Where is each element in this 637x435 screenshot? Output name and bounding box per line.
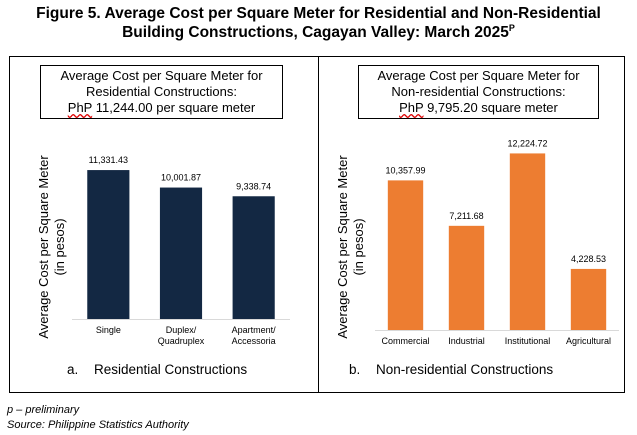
nonresidential-bar [570, 268, 607, 330]
residential-category-label: Single [96, 325, 121, 335]
figure-title-line1: Figure 5. Average Cost per Square Meter … [36, 5, 601, 22]
nonresidential-summary-value: 9,795.20 square meter [423, 100, 558, 115]
figure-title-line2-wrap: Building Constructions, Cagayan Valley: … [0, 23, 637, 42]
nonresidential-y-axis-label: Average Cost per Square Meter(in pesos) [335, 155, 366, 339]
residential-y-axis-label-line1: Average Cost per Square Meter [36, 155, 51, 339]
nonresidential-summary-line2: Non-residential Constructions: [391, 84, 566, 99]
nonresidential-data-label: 10,357.99 [385, 165, 425, 175]
nonresidential-bar [387, 180, 424, 330]
nonresidential-summary-box: Average Cost per Square Meter for Non-re… [358, 65, 599, 119]
preliminary-marker: P [508, 22, 515, 33]
nonresidential-category-label: Institutional [505, 336, 551, 346]
residential-summary-box: Average Cost per Square Meter for Reside… [40, 65, 283, 119]
residential-y-axis-label: Average Cost per Square Meter(in pesos) [36, 155, 67, 339]
residential-summary-line1: Average Cost per Square Meter for [60, 68, 263, 83]
residential-bar [232, 196, 275, 319]
figure-title: Figure 5. Average Cost per Square Meter … [0, 4, 637, 42]
figure-frame: Average Cost per Square Meter(in pesos) 1… [9, 56, 625, 393]
nonresidential-category-label: Commercial [381, 336, 429, 346]
nonresidential-bar [509, 153, 546, 330]
residential-data-label: 9,338.74 [236, 181, 271, 191]
residential-caption-num: a. [67, 362, 79, 377]
residential-caption-text: Residential Constructions [94, 362, 248, 377]
residential-summary-line3: PhP 11,244.00 per square meter [45, 100, 278, 116]
nonresidential-summary-line1: Average Cost per Square Meter for [377, 68, 580, 83]
residential-currency: PhP [67, 100, 93, 115]
residential-chart: Average Cost per Square Meter(in pesos) 1… [36, 155, 290, 346]
nonresidential-y-axis-label-line2: (in pesos) [351, 218, 366, 275]
residential-caption: a. Residential Constructions [67, 362, 247, 377]
residential-y-axis-label-line2: (in pesos) [52, 218, 67, 275]
residential-panel: Average Cost per Square Meter(in pesos) 1… [10, 57, 318, 392]
residential-category-label: Duplex/ [166, 325, 197, 335]
residential-category-label: Apartment/ [232, 325, 277, 335]
figure-title-line2: Building Constructions, Cagayan Valley: … [122, 24, 509, 41]
nonresidential-category-label: Agricultural [566, 336, 611, 346]
residential-summary-value: 11,244.00 per square meter [92, 100, 256, 115]
residential-summary-line2: Residential Constructions: [85, 84, 238, 99]
nonresidential-data-label: 7,211.68 [449, 211, 483, 221]
nonresidential-caption-num: b. [349, 362, 361, 377]
residential-data-label: 10,001.87 [161, 173, 201, 183]
nonresidential-caption-text: Non-residential Constructions [376, 362, 554, 377]
residential-category-label: Quadruplex [158, 336, 205, 346]
nonresidential-data-label: 12,224.72 [507, 138, 547, 148]
residential-data-label: 11,331.43 [89, 155, 128, 165]
nonresidential-chart: Average Cost per Square Meter(in pesos) 1… [335, 138, 619, 346]
residential-bar [87, 170, 130, 319]
footnote-preliminary: p – preliminary [7, 404, 80, 416]
panel-divider [318, 57, 319, 392]
nonresidential-currency: PhP [399, 100, 424, 115]
residential-category-label: Accessoria [232, 336, 276, 346]
nonresidential-panel: Average Cost per Square Meter(in pesos) 1… [319, 57, 625, 392]
nonresidential-summary-line3: PhP 9,795.20 square meter [363, 100, 594, 116]
nonresidential-data-label: 4,228.53 [571, 254, 606, 264]
residential-bar [159, 187, 203, 319]
nonresidential-caption: b. Non-residential Constructions [349, 362, 553, 377]
nonresidential-category-label: Industrial [448, 336, 485, 346]
nonresidential-bar [448, 225, 485, 330]
nonresidential-y-axis-label-line1: Average Cost per Square Meter [335, 155, 350, 339]
footnote-source: Source: Philippine Statistics Authority [7, 419, 189, 431]
